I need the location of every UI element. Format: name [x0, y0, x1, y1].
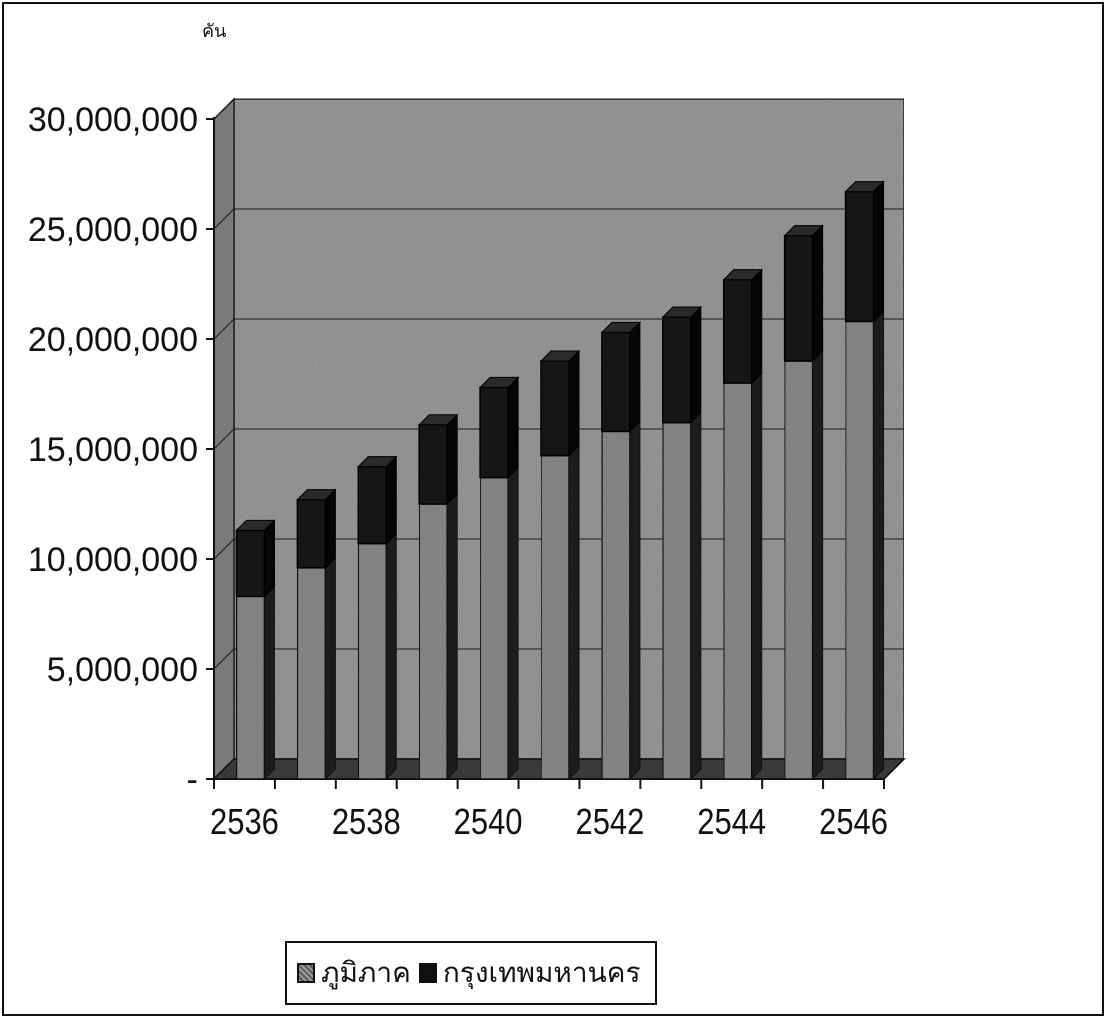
bar-region-2543: [662, 421, 692, 780]
bar-region-side-2536: [263, 585, 275, 781]
gridline-side: [213, 538, 235, 560]
y-tick-label: 5,000,000: [47, 651, 198, 689]
bar-bangkok-2540: [479, 386, 509, 479]
bar-region-side-2544: [751, 371, 763, 781]
bar-top-2539: [417, 414, 459, 426]
bar-bangkok-2541: [540, 360, 570, 457]
bar-bangkok-2546: [844, 190, 875, 323]
legend-swatch-region: [297, 963, 315, 983]
x-tick-label: 2536: [210, 803, 279, 843]
y-tick-label: 15,000,000: [28, 431, 198, 469]
bar-bangkok-side-2544: [751, 268, 763, 385]
bar-region-side-2538: [385, 532, 397, 781]
x-tick-label: 2540: [454, 803, 523, 843]
floor-edge: [883, 758, 905, 780]
bar-bangkok-2545: [783, 234, 814, 362]
gridline-side: [213, 208, 235, 230]
bar-bangkok-side-2546: [873, 180, 885, 323]
bar-bangkok-2536: [235, 529, 266, 598]
x-tick-label: 2544: [697, 803, 766, 843]
bar-region-2541: [540, 454, 570, 780]
bar-top-2544: [722, 269, 763, 281]
legend-item-region: ภูมิภาค: [297, 951, 411, 995]
gridline-side: [213, 98, 235, 120]
bar-region-2545: [783, 360, 814, 780]
bar-bangkok-side-2537: [324, 488, 336, 570]
bar-region-side-2543: [690, 411, 702, 781]
bar-top-2536: [235, 519, 276, 531]
bar-top-2540: [478, 376, 520, 388]
bar-region-side-2546: [873, 310, 885, 781]
bar-bangkok-2538: [357, 465, 388, 545]
legend-item-bangkok: กรุงเทพมหานคร: [418, 951, 641, 995]
bar-region-2540: [479, 476, 509, 780]
gridline-side: [213, 428, 235, 450]
bar-region-2538: [357, 542, 388, 780]
legend-label-bangkok: กรุงเทพมหานคร: [442, 956, 641, 989]
y-tick-label: 30,000,000: [28, 101, 198, 139]
bar-bangkok-2539: [418, 424, 448, 505]
bar-region-2546: [844, 320, 875, 780]
y-tick-label: 20,000,000: [28, 321, 198, 359]
y-tick-label: 25,000,000: [28, 211, 198, 249]
bar-top-2541: [539, 350, 581, 362]
y-axis-unit: คัน: [202, 21, 227, 42]
bar-bangkok-2544: [722, 278, 753, 384]
bar-bangkok-side-2542: [629, 321, 641, 433]
gridline-side: [213, 318, 235, 340]
x-tick-label: 2542: [575, 803, 644, 843]
bar-top-2546: [844, 181, 885, 193]
x-tick-label: 2538: [332, 803, 401, 843]
bar-bangkok-side-2541: [568, 349, 580, 457]
bar-bangkok-2543: [662, 316, 692, 424]
y-tick-label: -: [187, 761, 198, 799]
bar-region-side-2540: [507, 466, 519, 781]
bar-top-2543: [661, 306, 703, 318]
bar-top-2538: [357, 456, 398, 468]
x-tick-label: 2546: [819, 803, 888, 843]
bar-region-side-2542: [629, 420, 641, 781]
gridline-side: [213, 648, 235, 670]
bar-top-2545: [783, 225, 824, 237]
bar-bangkok-side-2545: [812, 224, 824, 363]
bar-region-side-2537: [324, 556, 336, 781]
bar-region-2544: [722, 382, 753, 780]
bar-bangkok-side-2536: [263, 519, 275, 598]
legend: ภูมิภาค กรุงเทพมหานคร: [285, 941, 657, 1005]
bar-region-side-2539: [446, 492, 458, 781]
y-tick-label: 10,000,000: [28, 541, 198, 579]
bar-bangkok-side-2538: [385, 455, 397, 545]
stacked-bar-chart: - 5,000,000 10,000,000 15,000,000 20,000,000…: [28, 97, 906, 843]
bar-bangkok-2537: [296, 498, 327, 569]
bar-region-2542: [601, 430, 631, 780]
bar-bangkok-2542: [601, 331, 631, 433]
legend-swatch-bangkok: [418, 963, 437, 983]
bar-top-2542: [600, 321, 642, 333]
bar-bangkok-side-2543: [690, 305, 702, 424]
bar-region-2537: [296, 567, 327, 780]
bar-region-2539: [418, 503, 448, 780]
bar-region-side-2541: [568, 444, 580, 781]
bar-region-side-2545: [812, 349, 824, 781]
bar-bangkok-side-2540: [507, 376, 519, 479]
legend-label-region: ภูมิภาค: [321, 956, 411, 989]
bar-bangkok-side-2539: [446, 413, 458, 506]
bar-region-2536: [235, 595, 266, 780]
bar-top-2537: [296, 489, 337, 501]
